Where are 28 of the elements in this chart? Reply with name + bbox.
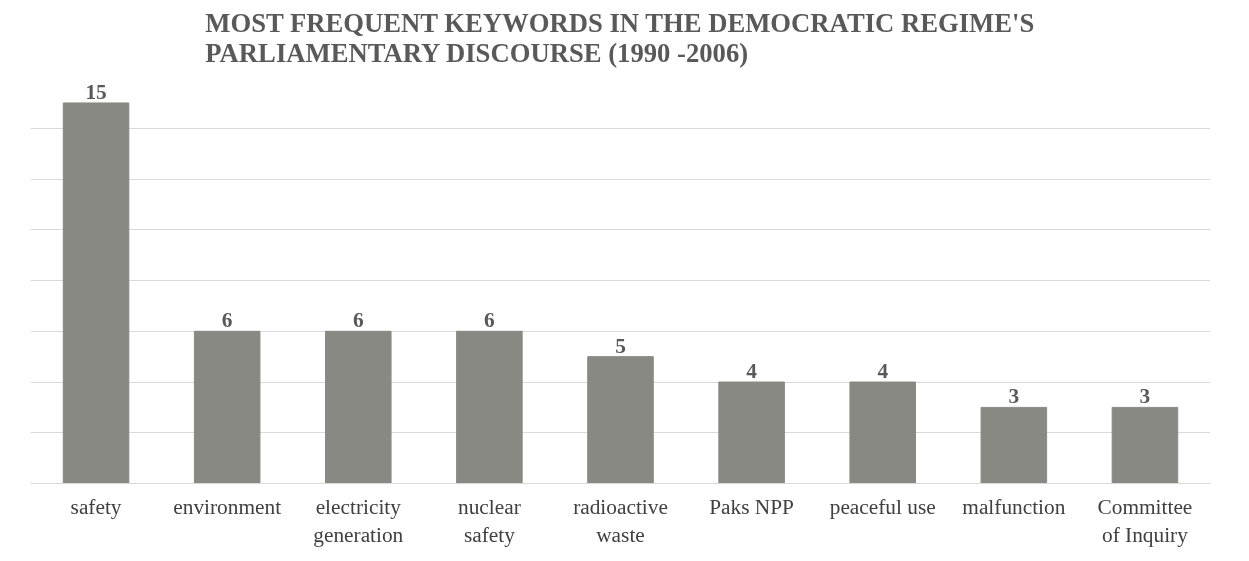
bar [1111,406,1179,484]
bar [980,406,1048,484]
x-tick-label: electricity generation [313,494,404,548]
x-tick-label: Paks NPP [709,494,794,519]
bar [62,102,130,484]
bar [456,330,523,484]
x-tick-label: malfunction [962,494,1066,519]
x-tick-label: peaceful use [829,494,936,519]
bar [718,381,785,484]
data-label: 3 [1008,384,1020,409]
data-label: 15 [85,79,107,104]
data-label: 6 [352,308,364,333]
x-tick-label: safety [70,494,122,519]
data-label: 4 [877,359,889,384]
bar [587,356,654,484]
x-tick-label: environment [173,494,282,519]
data-label: 4 [746,359,758,384]
bar [849,381,916,484]
bar [193,330,261,484]
x-tick-label: radioactive waste [573,494,668,548]
data-label: 6 [221,308,233,333]
x-tick-label: nuclear safety [458,494,521,548]
x-tick-label: Committee of Inquiry [1097,494,1193,548]
chart-title: MOST FREQUENT KEYWORDS IN THE DEMOCRATIC REGIME'S PARLIAMENTARY DISCOURSE (1990 -2006) [205,7,1035,68]
data-label: 5 [615,333,626,358]
data-label: 3 [1139,384,1151,409]
data-label: 6 [484,308,496,333]
bar [325,330,392,484]
